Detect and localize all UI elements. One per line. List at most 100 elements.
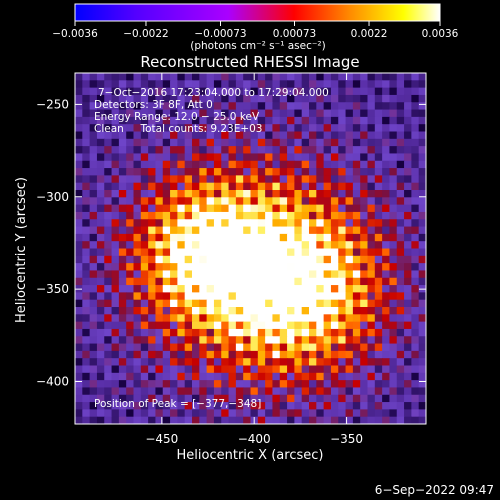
heatmap-cell — [396, 146, 405, 155]
heatmap-cell — [265, 80, 274, 89]
heatmap-cell — [316, 292, 325, 301]
heatmap-cell — [235, 197, 244, 206]
heatmap-cell — [148, 226, 157, 235]
heatmap-cell — [177, 146, 186, 155]
heatmap-cell — [374, 138, 383, 147]
heatmap-cell — [352, 80, 361, 89]
heatmap-cell — [155, 219, 164, 228]
heatmap-cell — [192, 87, 200, 96]
heatmap-cell — [148, 409, 157, 418]
heatmap-cell — [118, 124, 127, 133]
heatmap-cell — [287, 168, 295, 176]
heatmap-cell — [221, 285, 230, 293]
heatmap-cell — [338, 402, 347, 410]
colorbar-tick-label: −0.0022 — [123, 28, 169, 40]
heatmap-cell — [155, 197, 164, 206]
heatmap-cell — [338, 285, 347, 293]
heatmap-cell — [330, 175, 339, 184]
heatmap-cell — [301, 116, 310, 125]
colorbar-tick-label: −0.00073 — [194, 28, 246, 40]
heatmap-cell — [75, 102, 83, 111]
heatmap-cell — [140, 204, 149, 213]
heatmap-cell — [184, 358, 193, 367]
heatmap-cell — [221, 409, 230, 418]
heatmap-cell — [148, 204, 157, 213]
heatmap-cell — [199, 343, 208, 352]
heatmap-cell — [213, 197, 222, 206]
heatmap-cell — [126, 277, 135, 286]
heatmap-cell — [257, 372, 266, 381]
heatmap-cell — [148, 292, 157, 301]
heatmap-cell — [279, 365, 288, 374]
heatmap-cell — [104, 87, 113, 96]
heatmap-cell — [301, 409, 310, 418]
heatmap-cell — [352, 255, 361, 264]
heatmap-cell — [287, 73, 295, 81]
heatmap-cell — [96, 270, 105, 279]
heatmap-cell — [170, 153, 178, 162]
heatmap-cell — [374, 204, 383, 213]
heatmap-cell — [272, 292, 281, 301]
heatmap-cell — [309, 109, 317, 118]
heatmap-cell — [228, 372, 237, 381]
heatmap-cell — [272, 277, 281, 286]
heatmap-cell — [104, 116, 113, 125]
heatmap-cell — [257, 131, 266, 140]
heatmap-cell — [206, 248, 215, 257]
heatmap-cell — [235, 160, 244, 169]
heatmap-cell — [345, 168, 354, 176]
heatmap-cell — [352, 270, 361, 279]
heatmap-cell — [352, 416, 361, 424]
heatmap-cell — [96, 328, 105, 337]
heatmap-cell — [272, 387, 281, 396]
heatmap-cell — [96, 131, 105, 140]
heatmap-cell — [374, 255, 383, 264]
heatmap-cell — [360, 102, 369, 111]
heatmap-cell — [192, 285, 200, 293]
heatmap-cell — [367, 153, 376, 162]
heatmap-cell — [279, 168, 288, 176]
heatmap-cell — [133, 197, 142, 206]
heatmap-cell — [418, 219, 426, 228]
heatmap-cell — [96, 380, 105, 389]
heatmap-cell — [228, 248, 237, 257]
heatmap-cell — [374, 219, 383, 228]
heatmap-cell — [411, 299, 420, 308]
heatmap-cell — [162, 204, 171, 213]
heatmap-cell — [265, 409, 274, 418]
heatmap-cell — [155, 190, 164, 198]
heatmap-cell — [345, 182, 354, 191]
heatmap-cell — [199, 263, 208, 272]
heatmap-cell — [104, 182, 113, 191]
heatmap-cell — [104, 211, 113, 220]
heatmap-cell — [96, 372, 105, 381]
heatmap-cell — [177, 343, 186, 352]
heatmap-cell — [294, 175, 303, 184]
heatmap-cell — [287, 94, 295, 103]
heatmap-cell — [396, 365, 405, 374]
heatmap-cell — [213, 255, 222, 264]
heatmap-cell — [243, 380, 252, 389]
heatmap-cell — [360, 307, 369, 315]
heatmap-cell — [243, 328, 252, 337]
heatmap-cell — [411, 270, 420, 279]
heatmap-cell — [162, 358, 171, 367]
heatmap-cell — [82, 138, 91, 147]
heatmap-cell — [199, 409, 208, 418]
heatmap-cell — [155, 102, 164, 111]
heatmap-cell — [126, 131, 135, 140]
heatmap-cell — [250, 182, 259, 191]
heatmap-cell — [272, 336, 281, 345]
heatmap-cell — [330, 146, 339, 155]
heatmap-cell — [279, 175, 288, 184]
heatmap-cell — [184, 73, 193, 81]
heatmap-cell — [221, 233, 230, 242]
heatmap-cell — [272, 241, 281, 250]
heatmap-cell — [126, 314, 135, 323]
heatmap-cell — [235, 153, 244, 162]
heatmap-cell — [352, 226, 361, 235]
heatmap-cell — [257, 182, 266, 191]
heatmap-cell — [235, 73, 244, 81]
heatmap-cell — [192, 204, 200, 213]
heatmap-cell — [75, 416, 83, 424]
